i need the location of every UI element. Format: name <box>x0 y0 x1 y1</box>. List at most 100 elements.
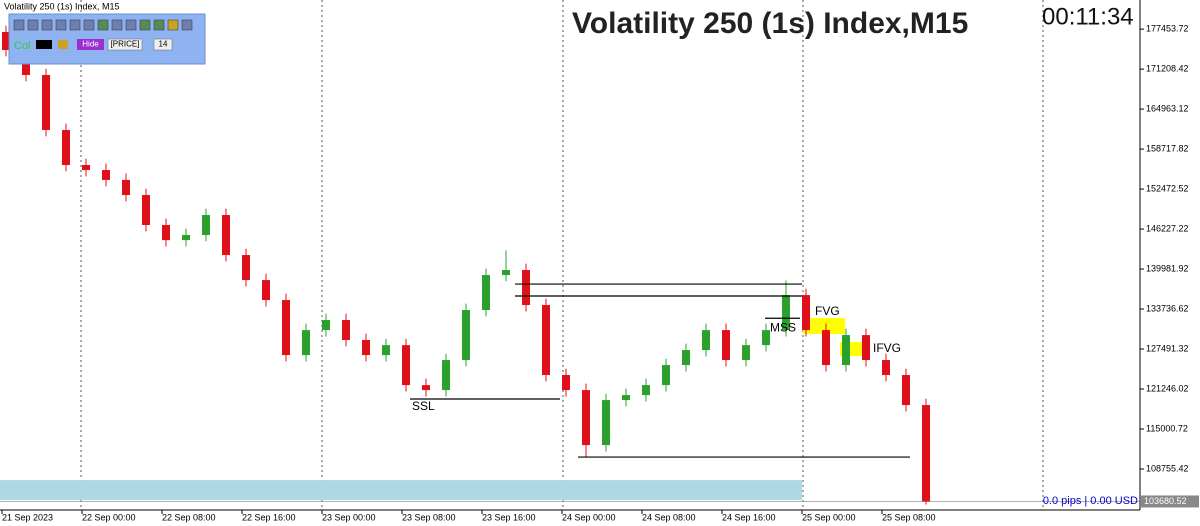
candle-body <box>442 360 450 391</box>
candle-body <box>42 74 50 130</box>
y-tick-label: 164963.12 <box>1146 103 1189 113</box>
candle-body <box>782 295 790 331</box>
y-tick-label: 171208.42 <box>1146 63 1189 73</box>
x-tick-label: 22 Sep 00:00 <box>82 512 136 522</box>
vertical-separators <box>80 0 1044 510</box>
x-tick-label: 21 Sep 2023 <box>2 512 53 522</box>
x-tick-label: 24 Sep 00:00 <box>562 512 616 522</box>
current-price-label: 103680.52 <box>1144 496 1187 506</box>
candle-body <box>342 320 350 340</box>
tool-button[interactable] <box>41 19 53 31</box>
x-tick-label: 24 Sep 08:00 <box>642 512 696 522</box>
annotation: IFVG <box>873 341 901 355</box>
candle-body <box>362 340 370 356</box>
x-tick-label: 22 Sep 16:00 <box>242 512 296 522</box>
candle-body <box>702 330 710 351</box>
candle-body <box>302 330 310 356</box>
x-tick-label: 23 Sep 08:00 <box>402 512 456 522</box>
tool-button[interactable] <box>97 19 109 31</box>
x-tick-label: 25 Sep 08:00 <box>882 512 936 522</box>
y-tick-label: 152472.52 <box>1146 183 1189 193</box>
toolbar: Col Hide [PRICE] 14 <box>8 13 206 65</box>
y-tick-label: 127491.32 <box>1146 343 1189 353</box>
y-tick-label: 158717.82 <box>1146 143 1189 153</box>
y-tick-label: 133736.62 <box>1146 303 1189 313</box>
x-tick-label: 24 Sep 16:00 <box>722 512 776 522</box>
candle-body <box>202 215 210 235</box>
candle-body <box>422 385 430 391</box>
y-tick-label: 139981.92 <box>1146 263 1189 273</box>
candle-body <box>182 234 190 241</box>
candle-body <box>742 345 750 361</box>
current-price-box <box>1141 495 1199 508</box>
candle-body <box>62 129 70 166</box>
candle-body <box>762 330 770 346</box>
candle-body <box>282 300 290 356</box>
candle-body <box>862 335 870 361</box>
tool-button[interactable] <box>125 19 137 31</box>
candle-body <box>242 255 250 281</box>
tool-button[interactable] <box>13 19 25 31</box>
candle-body <box>882 360 890 376</box>
candle-body <box>382 345 390 356</box>
tool-button[interactable] <box>55 19 67 31</box>
candle-body <box>722 330 730 361</box>
window-title: Volatility 250 (1s) Index, M15 <box>4 1 120 11</box>
size-button[interactable] <box>153 38 173 51</box>
candle-body <box>142 195 150 226</box>
candle-body <box>222 215 230 256</box>
candle-body <box>542 305 550 376</box>
tool-button[interactable] <box>153 19 165 31</box>
color-swatch[interactable] <box>36 40 52 49</box>
candle-body <box>122 179 130 196</box>
annotation: MSS <box>770 320 796 334</box>
annotation: FVG <box>815 304 840 318</box>
hide-button[interactable] <box>77 39 104 50</box>
candle-body <box>902 375 910 406</box>
range-band <box>0 480 802 501</box>
timer: 00:11:34 <box>1042 3 1134 30</box>
candle-body <box>822 330 830 366</box>
candle-body <box>2 32 10 51</box>
y-tick-label: 146227.22 <box>1146 223 1189 233</box>
price-button-label: [PRICE] <box>111 40 140 49</box>
candle-body <box>602 400 610 446</box>
candle-body <box>322 320 330 331</box>
size-button-label: 14 <box>159 40 168 49</box>
fvg-zone <box>803 318 845 335</box>
candle-body <box>262 280 270 301</box>
candle-body <box>802 295 810 331</box>
tool-button[interactable] <box>58 40 68 49</box>
tool-button[interactable] <box>167 19 179 31</box>
status: 0.0 pips | 0.00 USD <box>1043 495 1138 507</box>
y-tick-label: 177453.72 <box>1146 23 1189 33</box>
tool-button[interactable] <box>181 19 193 31</box>
candle-body <box>522 270 530 306</box>
tool-button[interactable] <box>111 19 123 31</box>
candle-body <box>642 385 650 396</box>
chart-title: Volatility 250 (1s) Index,M15 <box>572 7 968 40</box>
color-label: Col <box>14 40 31 52</box>
candle-body <box>82 165 90 170</box>
candle-body <box>482 275 490 311</box>
tool-button[interactable] <box>139 19 151 31</box>
candle-body <box>402 345 410 386</box>
y-tick-label: 121246.02 <box>1146 383 1189 393</box>
x-tick-label: 25 Sep 00:00 <box>802 512 856 522</box>
candle-body <box>102 170 110 180</box>
tool-button[interactable] <box>69 19 81 31</box>
annotation: SSL <box>412 399 435 413</box>
price-button[interactable] <box>107 38 143 51</box>
x-tick-label: 23 Sep 00:00 <box>322 512 376 522</box>
candle-body <box>622 395 630 401</box>
tool-button[interactable] <box>27 19 39 31</box>
candle-body <box>662 365 670 386</box>
y-tick-label: 115000.72 <box>1146 423 1188 433</box>
tool-button[interactable] <box>83 19 95 31</box>
x-tick-label: 22 Sep 08:00 <box>162 512 216 522</box>
candle-body <box>582 390 590 446</box>
candle-body <box>162 225 170 241</box>
candle-body <box>462 310 470 361</box>
